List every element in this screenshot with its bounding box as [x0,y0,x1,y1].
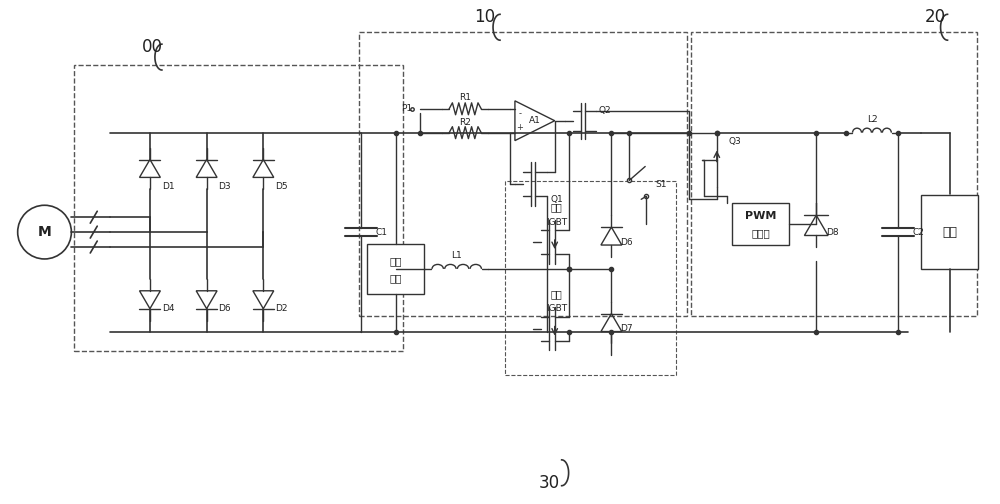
Text: L2: L2 [867,115,877,124]
Text: D8: D8 [826,228,838,236]
Text: IGBT: IGBT [546,218,567,227]
Bar [505,181,676,375]
Bar [367,244,424,294]
Text: D2: D2 [275,304,288,313]
Text: 00: 00 [141,38,162,56]
Text: C1: C1 [376,228,388,236]
Text: 电池: 电池 [942,226,957,238]
Text: S1: S1 [655,180,667,189]
Text: A1: A1 [529,116,541,125]
Text: IGBT: IGBT [546,304,567,313]
Text: R2: R2 [459,118,471,127]
Text: 超级: 超级 [389,256,402,266]
Bar [74,65,403,351]
Text: 降压: 降压 [551,202,563,212]
Bar [691,32,977,316]
Text: 10: 10 [475,8,496,26]
Text: D6: D6 [620,237,633,246]
Text: D1: D1 [162,182,174,191]
Text: Q1: Q1 [550,195,563,204]
Text: 20: 20 [925,8,946,26]
Text: D3: D3 [219,182,231,191]
Text: M: M [38,225,51,239]
Bar [359,32,687,316]
Text: 升压: 升压 [551,289,563,299]
Text: C2: C2 [913,228,925,236]
Text: 30: 30 [539,474,560,492]
Text: PWM: PWM [745,211,776,221]
Text: P1: P1 [401,104,412,113]
Text: D6: D6 [219,304,231,313]
Text: D5: D5 [275,182,288,191]
Text: R1: R1 [459,93,471,102]
Text: -: - [518,109,521,118]
Bar [921,195,978,270]
Text: Q3: Q3 [728,137,741,146]
Polygon shape [515,101,555,141]
Text: 发生器: 发生器 [751,228,770,238]
Text: L1: L1 [451,251,462,261]
Text: +: + [516,123,523,132]
Text: Q2: Q2 [598,106,611,115]
Bar [732,203,789,245]
Text: D7: D7 [620,324,633,333]
Circle shape [18,205,71,259]
Text: 电容: 电容 [389,273,402,283]
Text: D4: D4 [162,304,174,313]
